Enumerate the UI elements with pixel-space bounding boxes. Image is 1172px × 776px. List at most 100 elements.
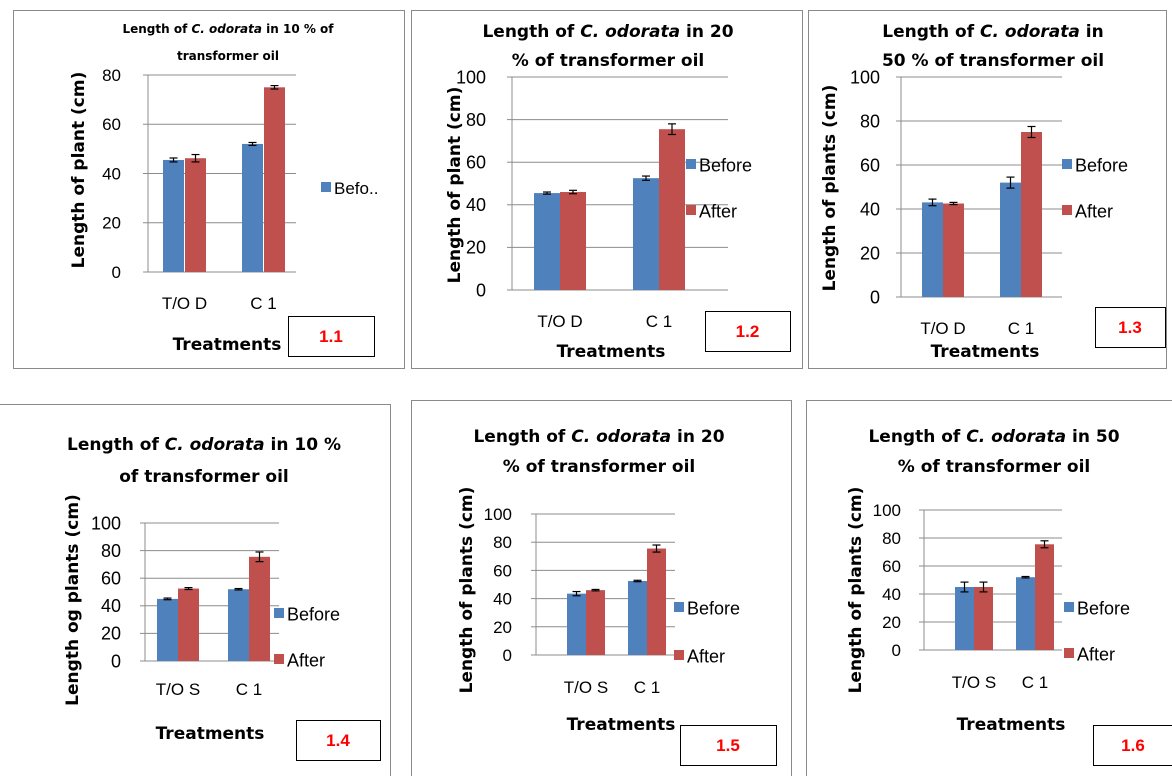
y-tick-label: 0: [112, 263, 121, 282]
figure-number-box: [296, 720, 381, 761]
bar-after-1: [974, 587, 993, 650]
chart-title-species: C. odorata: [191, 22, 261, 36]
chart-panel-5: 0 20 40 60 80 100 T/O S C 1 Length of C. odorata…: [411, 400, 792, 776]
error-bar: [960, 581, 969, 593]
bar-after-2: [647, 548, 666, 655]
chart-title-species: C. odorata: [980, 22, 1080, 42]
bar-before-2: [1000, 182, 1021, 297]
error-bar: [270, 84, 279, 90]
bar-before-2: [242, 143, 263, 272]
y-tick-label: 60: [860, 155, 880, 175]
chart-title-species: C. odorata: [571, 427, 671, 447]
bar-before-1: [955, 587, 974, 650]
x-axis-title: Treatments: [557, 342, 666, 362]
chart-panel-2: 0 20 40 60 80 100 T/O D C 1 Length of C. odorata…: [411, 10, 803, 369]
error-bar: [652, 544, 661, 553]
bar-after-2: [1035, 544, 1054, 650]
chart-title-species: C. odorata: [966, 427, 1066, 447]
error-bar: [184, 586, 193, 591]
legend-swatch-after: [1062, 205, 1072, 215]
x-axis-title: Treatments: [156, 724, 265, 744]
legend-label: Before: [687, 598, 740, 618]
legend-swatch-before: [1064, 602, 1074, 612]
y-tick-label: 60: [882, 557, 901, 576]
category-label: C 1: [1008, 319, 1034, 338]
y-tick-label: 40: [101, 596, 121, 616]
chart-title-part: in 50: [1066, 427, 1120, 447]
legend-swatch-before: [321, 182, 331, 192]
legend-swatch-before: [1062, 159, 1072, 169]
y-tick-label: 0: [892, 641, 901, 660]
chart-title: Length of C. odorata in 50: [868, 427, 1119, 447]
y-tick-label: 0: [111, 651, 121, 671]
category-label: C 1: [236, 680, 262, 699]
chart-title: Length of C. odorata in 20: [473, 427, 724, 447]
chart-panel-4: 0 20 40 60 80 100 T/O S C 1 Length of C. odorata…: [0, 404, 391, 776]
error-bar: [949, 201, 958, 206]
y-tick-label: 60: [493, 561, 512, 580]
y-tick-label: 80: [860, 111, 880, 131]
panel-frame: [411, 400, 792, 776]
legend-label: Befo..: [334, 179, 378, 198]
figure-number-box: [1093, 725, 1172, 766]
y-axis-title: Length of plants (cm): [457, 487, 477, 694]
chart-title: Length of C. odorata in: [882, 22, 1103, 42]
chart-title-part: in 20: [671, 427, 725, 447]
legend-swatch-before: [274, 608, 284, 618]
bar-after-1: [560, 192, 586, 290]
y-tick-label: 80: [466, 110, 486, 130]
chart-title-part: Length of: [482, 22, 580, 42]
chart-title-line-2: % of transformer oil: [898, 457, 1091, 477]
x-axis-title: Treatments: [567, 715, 676, 735]
legend-swatch-after: [674, 650, 684, 660]
chart-title: Length of C. odorata in 10 % of: [122, 22, 334, 36]
bar-before-1: [567, 593, 586, 655]
chart-title-line-2: % of transformer oil: [503, 457, 696, 477]
error-bar: [169, 157, 178, 163]
y-tick-label: 40: [882, 585, 901, 604]
y-tick-label: 0: [476, 280, 486, 300]
panel-frame: [808, 10, 1167, 369]
category-label: T/O S: [952, 673, 996, 692]
y-tick-label: 20: [466, 238, 486, 258]
y-tick-label: 20: [493, 618, 512, 637]
panel-frame: [806, 400, 1172, 776]
error-bar: [642, 175, 650, 181]
x-axis-title: Treatments: [931, 342, 1040, 362]
category-label: C 1: [1022, 673, 1048, 692]
chart-title-species: C. odorata: [165, 435, 265, 455]
figure-number: 1.1: [319, 327, 343, 346]
y-tick-label: 100: [91, 513, 121, 533]
error-bar: [543, 191, 551, 195]
error-bar: [591, 588, 600, 592]
legend-label: Before: [1075, 155, 1128, 175]
y-axis-title: Length og plants (cm): [63, 494, 83, 706]
error-bar: [1027, 125, 1036, 139]
error-bar: [668, 123, 676, 136]
bar-after-1: [943, 203, 964, 297]
bar-after-2: [1021, 132, 1042, 297]
y-tick-label: 40: [860, 199, 880, 219]
y-axis-title: Length of plants (cm): [846, 487, 866, 694]
y-tick-label: 40: [102, 164, 121, 183]
legend-label: Before: [1077, 598, 1130, 618]
bar-before-2: [228, 589, 249, 661]
legend-label: Before: [699, 155, 752, 175]
chart-title-line-2: 50 % of transformer oil: [882, 51, 1104, 71]
panel-frame: [411, 10, 803, 369]
error-bar: [163, 597, 172, 601]
legend-swatch-after: [686, 205, 696, 215]
chart-panel-1: 0 20 40 60 80 T/O D C 1 Length of C. odorata in…: [13, 10, 405, 369]
figure-number-box: [1095, 307, 1166, 348]
category-label: T/O D: [162, 294, 207, 313]
panel-frame: [0, 404, 391, 776]
figure-number: 1.5: [716, 736, 740, 755]
error-bar: [1021, 575, 1030, 579]
y-tick-label: 0: [503, 646, 512, 665]
chart-title-part: in 10 % of: [262, 22, 334, 36]
category-label: C 1: [250, 294, 276, 313]
figure-number: 1.6: [1121, 736, 1145, 755]
bar-before-1: [534, 193, 560, 290]
legend-label: After: [687, 646, 725, 666]
